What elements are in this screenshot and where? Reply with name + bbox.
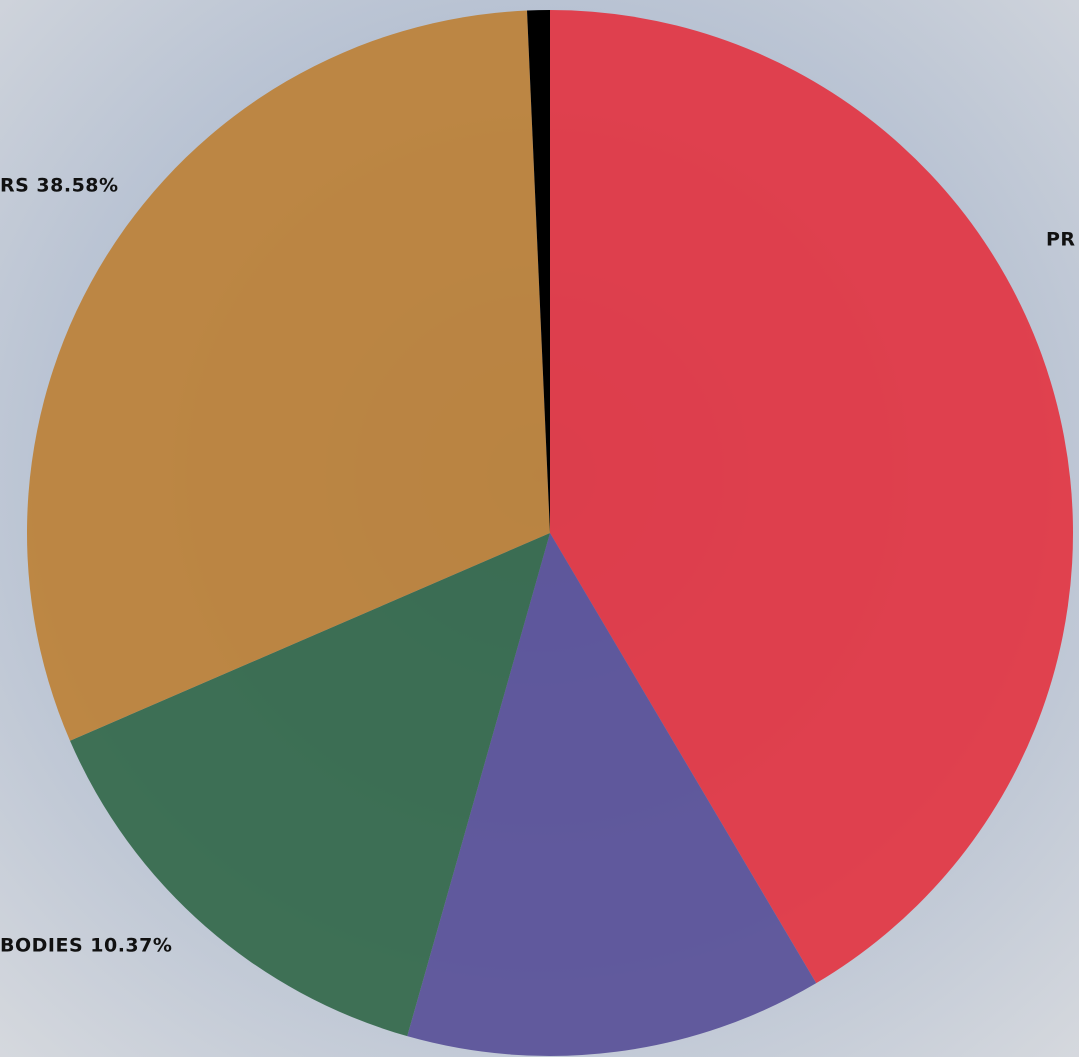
chart: RS 38.58% PR BODIES 10.37% (0, 0, 1079, 1057)
slice-label: PR (1046, 229, 1076, 251)
slice-label: BODIES 10.37% (0, 935, 172, 957)
slice-label: RS 38.58% (0, 175, 119, 197)
page: {"chart_data": {"type": "pie", "values":… (0, 0, 1079, 1057)
pie (27, 10, 1073, 1056)
